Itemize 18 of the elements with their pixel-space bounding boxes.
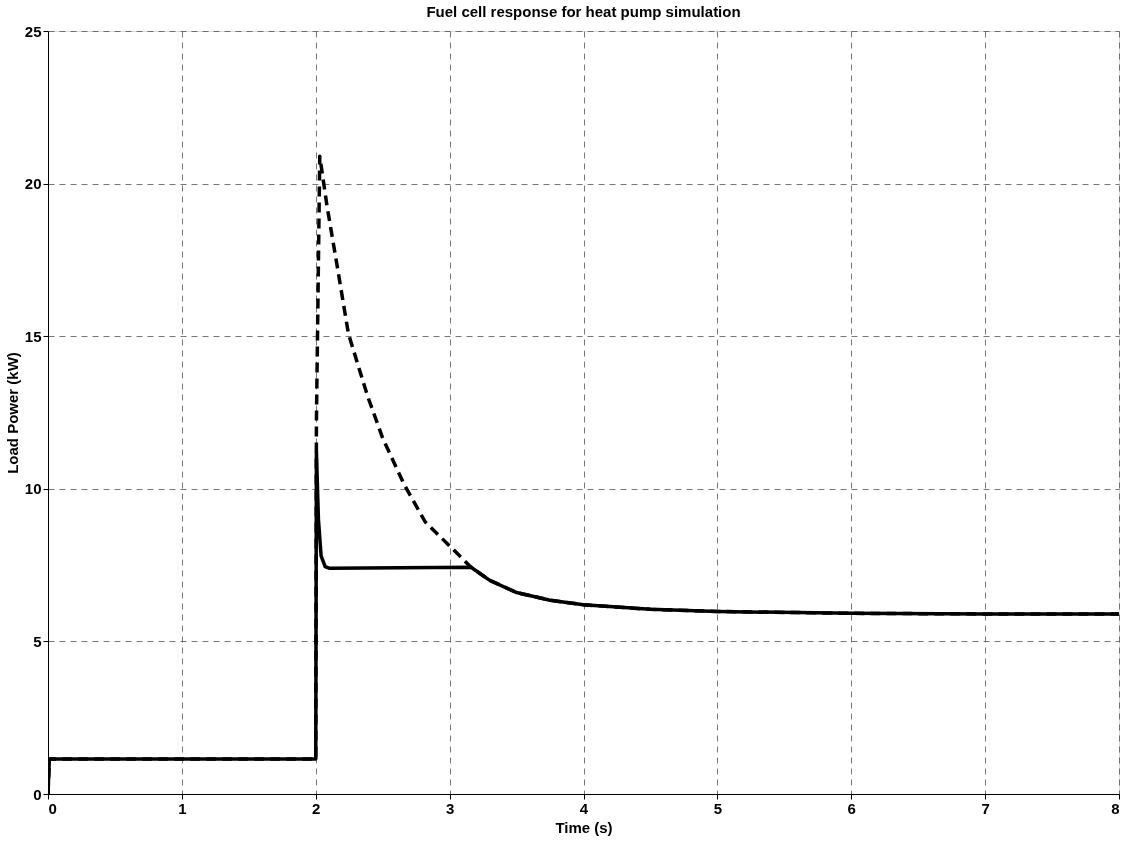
- x-tick-label: 2: [312, 799, 321, 817]
- y-axis-title: Load Power (kW): [3, 352, 21, 474]
- y-tick-label: 25: [24, 22, 42, 40]
- x-tick-label: 8: [1111, 799, 1120, 817]
- x-tick-label: 1: [178, 799, 187, 817]
- x-tick-label: 7: [981, 799, 990, 817]
- x-tick-label: 3: [445, 799, 455, 817]
- x-tick-label: 6: [847, 799, 856, 817]
- x-tick-label: 0: [48, 799, 57, 817]
- x-axis-title: Time (s): [555, 818, 613, 836]
- y-tick-label: 20: [24, 175, 42, 193]
- y-tick-label: 15: [24, 327, 42, 345]
- y-tick-label: 5: [33, 632, 42, 650]
- y-tick-label: 10: [24, 480, 42, 498]
- y-tick-label: 0: [33, 785, 42, 803]
- x-tick-label: 5: [713, 799, 723, 817]
- x-tick-label: 4: [579, 799, 589, 817]
- chart-title: Fuel cell response for heat pump simulation: [426, 3, 741, 20]
